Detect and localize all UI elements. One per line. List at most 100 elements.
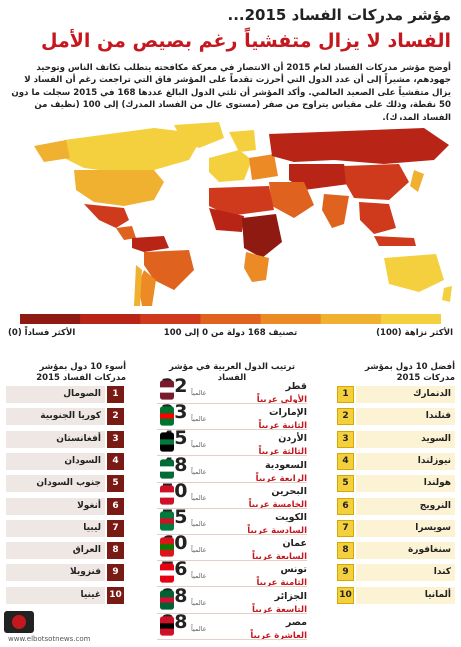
best-rank: 4 <box>337 452 354 470</box>
world-label: عالمياً <box>191 572 207 581</box>
arab-flag <box>160 458 174 479</box>
worst-rank: 9 <box>107 564 124 582</box>
legend-swatch <box>320 314 382 324</box>
map-north-africa <box>209 186 274 216</box>
map-india <box>322 194 349 228</box>
map-chile <box>134 265 142 306</box>
best-country: فنلندا <box>356 408 455 426</box>
arab-rank-label: الثامنة عربياً <box>256 578 307 589</box>
worst-rank: 4 <box>107 452 124 470</box>
arab-rank-label: الثالثة عربياً <box>258 447 308 458</box>
worst-country: السودان <box>6 452 105 470</box>
arab-row: الإمارات الثانية عربياً 23 عالمياً <box>157 401 308 432</box>
arab-row-divider <box>157 455 307 457</box>
map-central-america <box>116 226 136 240</box>
map-indonesia <box>374 236 416 246</box>
map-greenland <box>174 122 224 148</box>
arab-row: الجزائر التاسعة عربياً 88 عالمياً <box>157 585 307 615</box>
arab-flag <box>160 485 174 505</box>
map-mexico <box>84 204 129 228</box>
arab-country: الإمارات <box>268 407 307 419</box>
arab-country: تونس <box>280 564 307 576</box>
arab-row-divider <box>157 481 307 483</box>
best-rank: 1 <box>337 386 354 403</box>
worst-country: جنوب السودان <box>6 475 105 493</box>
legend-swatch <box>380 314 441 324</box>
world-map <box>4 120 457 310</box>
best-country: النرويج <box>356 497 455 515</box>
page-title: مؤشر مدركات الفساد 2015... <box>227 6 451 24</box>
best-row: فنلندا 2 <box>337 408 455 426</box>
watermark-logo <box>4 611 34 633</box>
arab-row: عمان السابعة عربياً 60 عالمياً <box>157 532 307 563</box>
map-alaska <box>34 140 70 162</box>
watermark-url: www.elbotsotnews.com <box>8 635 91 643</box>
arab-row-divider <box>157 534 307 535</box>
worst-country: الصومال <box>6 386 105 403</box>
arab-row-divider <box>157 612 307 614</box>
best-country: سنغافورة <box>356 542 455 560</box>
map-west-africa <box>209 208 244 232</box>
worst-row: كوريا الجنوبية 2 <box>6 408 124 426</box>
best-row: النرويج 6 <box>337 497 455 515</box>
arab-row: تونس الثامنة عربياً 76 عالمياً <box>157 558 307 589</box>
arab-rank-label: التاسعة عربياً <box>252 604 307 615</box>
arab-country: السعودية <box>264 459 307 471</box>
worst-country: ليبيا <box>6 519 105 537</box>
best-country: كندا <box>356 564 455 582</box>
arab-header: ترتيب الدول العربية في مؤشر الفساد <box>168 362 296 383</box>
legend-swatch <box>140 314 201 324</box>
arab-row-divider <box>157 560 307 562</box>
arab-country: مصر <box>285 616 307 628</box>
arab-country: قطر <box>285 381 307 392</box>
map-russia <box>269 128 449 164</box>
worst-row: جنوب السودان 5 <box>6 475 124 493</box>
worst-country: فنزويلا <box>6 564 105 582</box>
best-country: السويد <box>356 430 455 448</box>
worst-row: العراق 8 <box>6 542 124 560</box>
worst-row: فنزويلا 9 <box>6 564 124 582</box>
best-rank: 9 <box>337 564 354 582</box>
worst-rank: 10 <box>107 586 124 604</box>
worst-country: غينيا <box>6 586 105 604</box>
flag-icon <box>160 589 174 610</box>
legend-high-label: الأكثر نزاهة (100) <box>376 328 453 338</box>
arab-row: الكويت السادسة عربياً 55 عالمياً <box>157 506 307 536</box>
worst-rank: 3 <box>107 430 124 448</box>
arab-flag <box>160 380 174 400</box>
arab-flag <box>160 616 174 636</box>
arab-rank-label: السابعة عربياً <box>252 552 307 563</box>
world-label: عالمياً <box>191 441 207 450</box>
arab-country: البحرين <box>271 485 307 497</box>
map-china <box>344 164 409 200</box>
arab-flag <box>160 563 174 584</box>
best-country: ألمانيا <box>356 586 455 604</box>
arab-flag <box>160 537 174 557</box>
arab-row: الأردن الثالثة عربياً 45 عالمياً <box>157 427 308 458</box>
legend-bar <box>20 314 441 324</box>
arab-row-divider <box>157 507 307 509</box>
flag-icon <box>160 511 174 531</box>
flag-icon <box>160 406 174 426</box>
world-label: عالمياً <box>191 598 207 607</box>
arab-row: قطر الأولى عربياً 22 عالمياً <box>157 375 307 405</box>
best-country: سويسرا <box>356 519 455 537</box>
arab-row-divider <box>157 429 307 431</box>
worst-country: أفغانستان <box>6 430 105 448</box>
best-rank: 10 <box>337 586 354 604</box>
map-west-europe <box>209 150 252 182</box>
best-rank: 8 <box>337 542 354 560</box>
worst-row: الصومال 1 <box>6 386 124 403</box>
world-label: عالمياً <box>191 624 207 633</box>
arab-rank-label: الثانية عربياً <box>258 421 308 432</box>
world-label: عالمياً <box>191 493 207 502</box>
worst-country: كوريا الجنوبية <box>6 408 105 426</box>
worst-row: السودان 4 <box>6 452 124 470</box>
best-country: هولندا <box>356 475 455 493</box>
map-south-africa <box>244 252 269 282</box>
worst-row: ليبيا 7 <box>6 519 124 537</box>
worst-rank: 1 <box>107 386 124 403</box>
legend-swatch <box>260 314 322 324</box>
best-country: الدنمارك <box>356 386 455 403</box>
arab-rank-label: الخامسة عربياً <box>248 499 307 510</box>
